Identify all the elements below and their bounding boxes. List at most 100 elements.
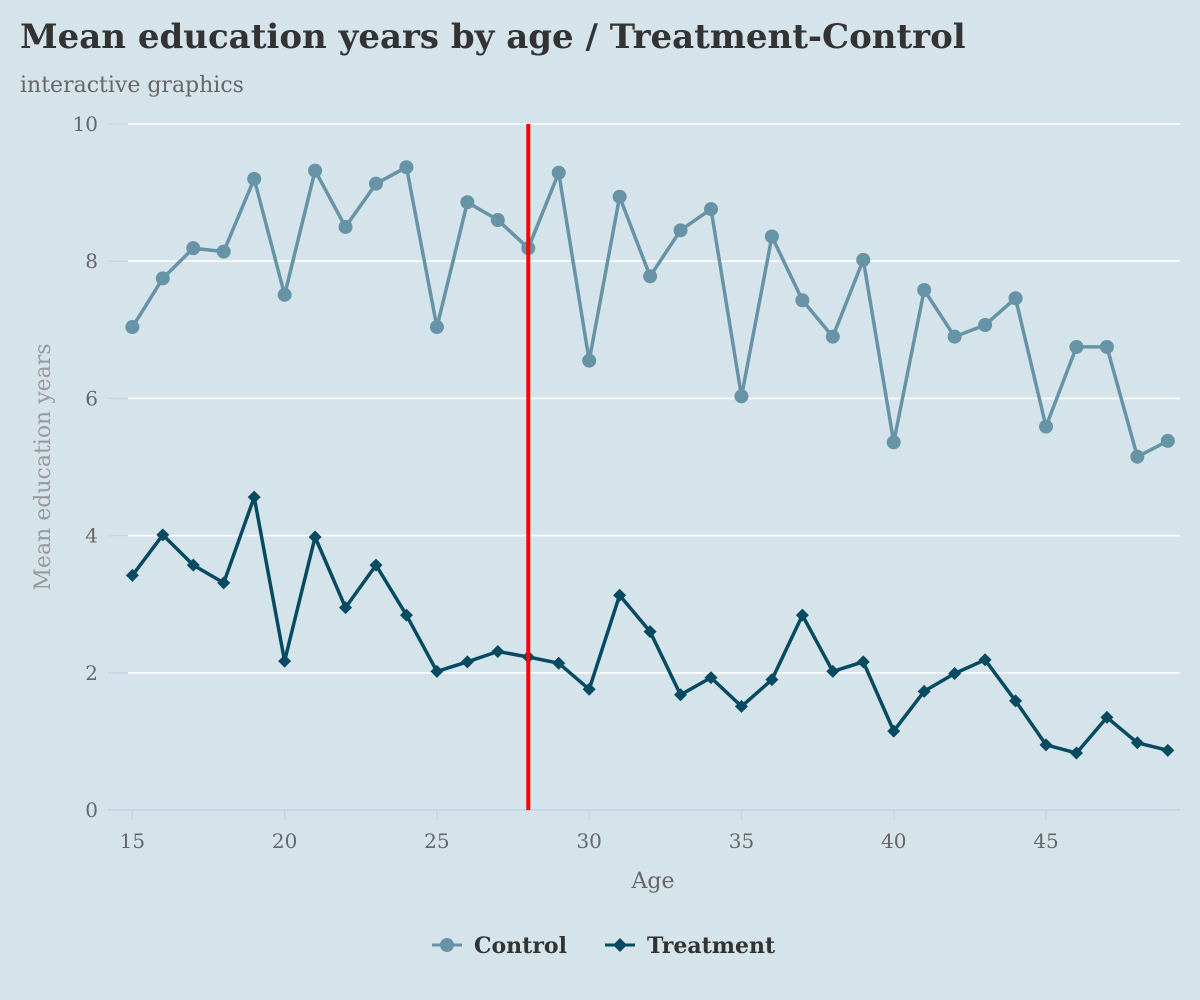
data-point[interactable] — [764, 229, 779, 244]
legend-marker-control — [440, 938, 454, 952]
data-point[interactable] — [490, 213, 505, 228]
y-tick-label: 4 — [85, 524, 98, 548]
data-point[interactable] — [734, 699, 748, 713]
data-point[interactable] — [613, 588, 627, 602]
x-tick-label: 25 — [424, 829, 449, 853]
chart-subtitle: interactive graphics — [20, 73, 244, 98]
legend-marker-treatment — [613, 938, 627, 952]
data-point[interactable] — [339, 601, 353, 615]
data-point[interactable] — [247, 490, 261, 504]
series-layer — [125, 160, 1175, 760]
data-point[interactable] — [1069, 746, 1083, 760]
legend: Control Treatment — [432, 933, 776, 959]
y-axis: 0 2 4 6 8 10 — [73, 112, 98, 822]
data-point[interactable] — [1069, 339, 1084, 354]
data-point[interactable] — [1008, 291, 1023, 306]
series-control — [125, 160, 1175, 464]
data-point[interactable] — [1130, 449, 1145, 464]
data-point[interactable] — [125, 568, 139, 582]
series-line-control — [130, 165, 1169, 459]
x-axis-title: Age — [631, 869, 675, 894]
gridlines — [108, 123, 1180, 811]
data-point[interactable] — [1009, 694, 1023, 708]
data-point[interactable] — [795, 293, 810, 308]
data-point[interactable] — [491, 645, 505, 659]
data-point[interactable] — [278, 654, 292, 668]
data-point[interactable] — [217, 576, 231, 590]
data-point[interactable] — [582, 682, 596, 696]
legend-item-treatment[interactable]: Treatment — [605, 933, 776, 959]
data-point[interactable] — [1160, 433, 1175, 448]
data-point[interactable] — [947, 329, 962, 344]
data-point[interactable] — [186, 558, 200, 572]
x-axis: 15 20 25 30 35 40 45 — [120, 810, 1059, 853]
legend-label-control: Control — [474, 933, 567, 959]
data-point[interactable] — [430, 664, 444, 678]
data-point[interactable] — [643, 269, 658, 284]
data-point[interactable] — [155, 271, 170, 286]
x-tick-label: 35 — [729, 829, 754, 853]
data-point[interactable] — [308, 530, 322, 544]
chart-title: Mean education years by age / Treatment-… — [20, 17, 966, 57]
data-point[interactable] — [277, 287, 292, 302]
x-tick-label: 15 — [120, 829, 145, 853]
data-point[interactable] — [917, 283, 932, 298]
data-point[interactable] — [369, 176, 383, 191]
data-point[interactable] — [125, 320, 140, 335]
data-point[interactable] — [429, 320, 444, 335]
data-point[interactable] — [856, 655, 870, 669]
data-point[interactable] — [1099, 339, 1114, 354]
x-tick-label: 20 — [272, 829, 297, 853]
data-point[interactable] — [917, 684, 931, 698]
data-point[interactable] — [1130, 736, 1144, 750]
data-point[interactable] — [856, 252, 871, 267]
data-point[interactable] — [460, 655, 474, 669]
x-tick-label: 30 — [576, 829, 601, 853]
y-tick-label: 2 — [85, 661, 98, 685]
data-point[interactable] — [1039, 738, 1053, 752]
y-tick-label: 0 — [85, 798, 98, 822]
data-point[interactable] — [369, 558, 383, 572]
data-point[interactable] — [1039, 419, 1053, 434]
data-point[interactable] — [216, 244, 231, 259]
data-point[interactable] — [338, 219, 353, 234]
data-point[interactable] — [795, 608, 809, 622]
data-point[interactable] — [948, 666, 962, 680]
data-point[interactable] — [551, 165, 566, 180]
legend-item-control[interactable]: Control — [432, 933, 567, 959]
data-point[interactable] — [552, 656, 566, 670]
data-point[interactable] — [886, 435, 901, 450]
data-point[interactable] — [673, 223, 688, 238]
data-point[interactable] — [399, 160, 414, 175]
y-tick-label: 10 — [73, 112, 98, 136]
data-point[interactable] — [156, 528, 170, 542]
data-point[interactable] — [674, 688, 688, 702]
data-point[interactable] — [704, 671, 718, 685]
data-point[interactable] — [734, 389, 749, 404]
data-point[interactable] — [308, 163, 323, 178]
y-axis-title: Mean education years — [31, 343, 56, 590]
data-point[interactable] — [978, 317, 993, 332]
data-point[interactable] — [1161, 743, 1175, 757]
data-point[interactable] — [887, 724, 901, 738]
x-tick-label: 45 — [1033, 829, 1058, 853]
data-point[interactable] — [704, 202, 718, 217]
data-point[interactable] — [186, 241, 201, 256]
data-point[interactable] — [460, 195, 475, 210]
x-tick-label: 40 — [881, 829, 906, 853]
y-tick-label: 8 — [85, 249, 98, 273]
data-point[interactable] — [612, 189, 627, 204]
data-point[interactable] — [643, 625, 657, 639]
data-point[interactable] — [826, 664, 840, 678]
series-treatment — [125, 490, 1175, 760]
data-point[interactable] — [399, 608, 413, 622]
legend-label-treatment: Treatment — [647, 933, 776, 959]
data-point[interactable] — [582, 353, 597, 368]
data-point[interactable] — [1100, 710, 1114, 724]
data-point[interactable] — [978, 653, 992, 667]
data-point[interactable] — [247, 171, 262, 186]
data-point[interactable] — [765, 673, 779, 687]
data-point[interactable] — [825, 329, 840, 344]
